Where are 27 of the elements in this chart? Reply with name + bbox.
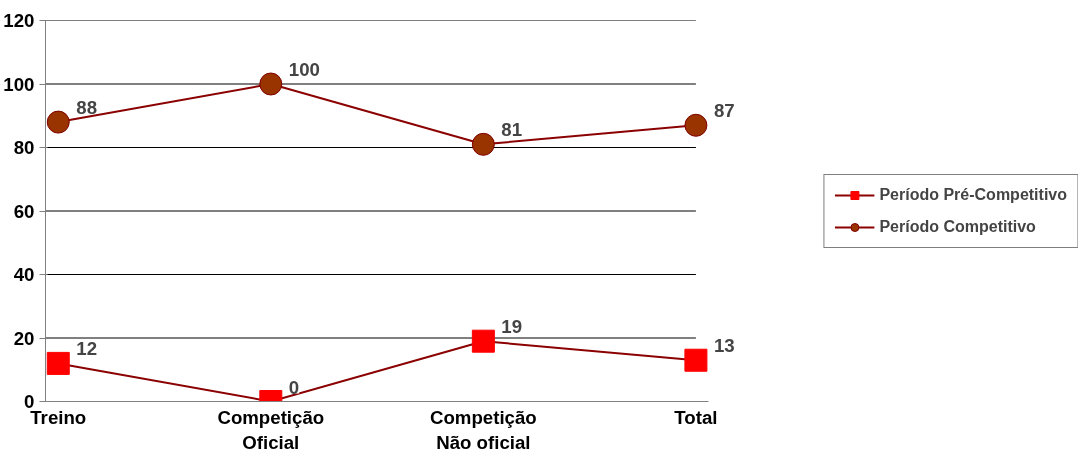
legend-label: Período Competitivo bbox=[879, 217, 1036, 236]
data-label: 88 bbox=[76, 97, 98, 119]
y-tick-label: 0 bbox=[24, 391, 35, 412]
point bbox=[684, 113, 708, 137]
point bbox=[46, 110, 70, 134]
y-tick-label: 80 bbox=[13, 137, 35, 158]
y-tick-label: 120 bbox=[3, 10, 35, 31]
data-label: 100 bbox=[288, 59, 320, 80]
data-label: 87 bbox=[713, 100, 735, 122]
point bbox=[684, 348, 708, 372]
point bbox=[259, 72, 283, 96]
point bbox=[471, 132, 495, 156]
point bbox=[46, 351, 70, 375]
data-label: 12 bbox=[76, 338, 98, 360]
legend-label: Período Pré-Competitivo bbox=[879, 185, 1067, 204]
point bbox=[471, 329, 495, 353]
y-tick-label: 100 bbox=[3, 73, 35, 95]
y-tick-label: 20 bbox=[13, 327, 35, 349]
data-label: 0 bbox=[288, 376, 300, 398]
y-tick-label: 40 bbox=[13, 264, 35, 285]
y-tick-label: 60 bbox=[13, 200, 35, 222]
x-tick-label: Competição Não oficial bbox=[429, 406, 537, 453]
data-label: 13 bbox=[713, 335, 735, 357]
x-tick-label: Competição Oficial bbox=[217, 406, 325, 453]
data-label: 19 bbox=[501, 316, 523, 338]
data-label: 81 bbox=[501, 119, 523, 141]
x-tick-label: Total bbox=[674, 406, 718, 428]
